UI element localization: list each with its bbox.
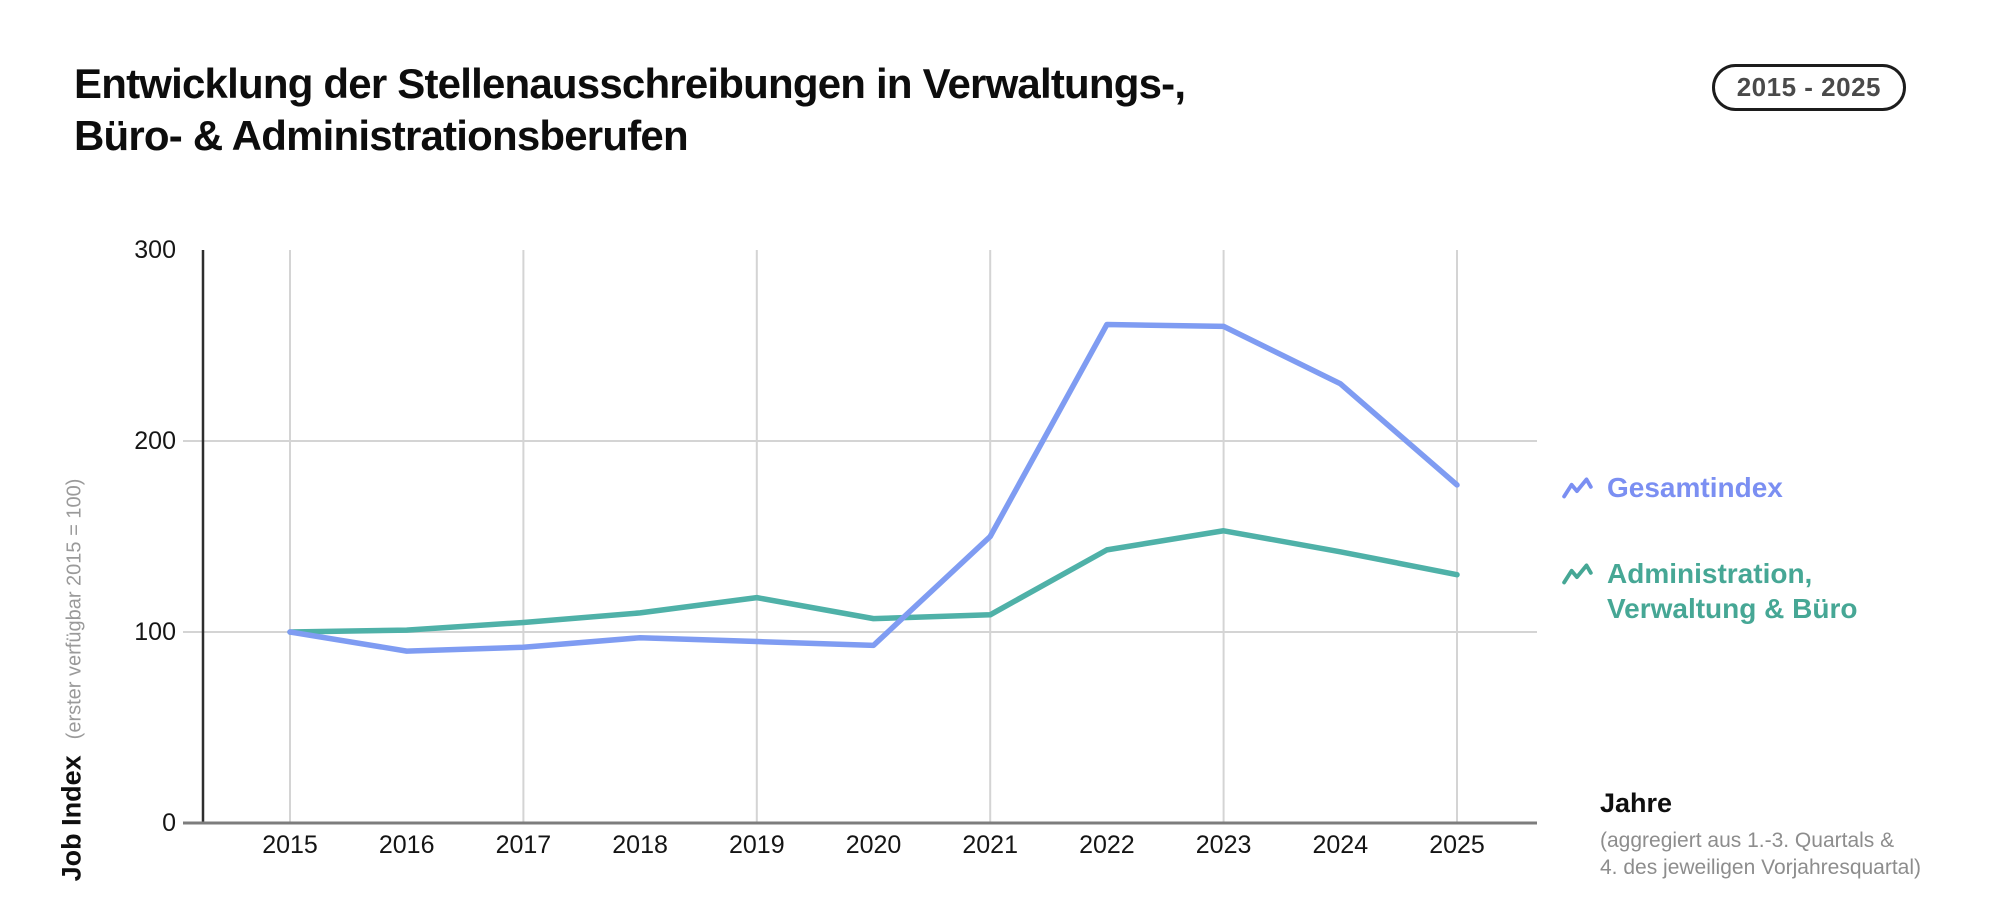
legend-label: Gesamtindex xyxy=(1607,472,1783,503)
y-tick-label: 0 xyxy=(162,809,176,837)
x-tick-label: 2020 xyxy=(845,831,902,859)
page-title: Entwicklung der Stellenausschreibungen i… xyxy=(74,60,1186,159)
sparkline-icon xyxy=(1562,477,1593,499)
x-axis-title-text: Jahre xyxy=(1600,788,1673,818)
period-badge: 2015 - 2025 xyxy=(1711,64,1906,111)
sparkline-icon xyxy=(1562,563,1593,585)
y-tick-label: 100 xyxy=(134,618,176,646)
x-tick-label: 2015 xyxy=(262,831,318,859)
x-axis-note-text: (aggregiert aus 1.-3. Quartals & 4. des … xyxy=(1600,829,1922,879)
x-tick-label: 2021 xyxy=(962,831,1018,859)
x-axis-title-block: Jahre (aggregiert aus 1.-3. Quartals & 4… xyxy=(1600,788,1960,881)
x-tick-label: 2025 xyxy=(1429,831,1485,859)
y-axis-title-text: Job Index xyxy=(56,755,87,882)
x-tick-label: 2018 xyxy=(612,831,668,859)
legend-item-gesamtindex: Gesamtindex xyxy=(1562,470,1783,505)
x-tick-label: 2019 xyxy=(728,831,785,859)
y-axis-title: Job Index (erster verfügbar 2015 = 100) xyxy=(57,479,88,882)
y-tick-label: 300 xyxy=(134,236,176,264)
legend-item-administration: Administration, Verwaltung & Büro xyxy=(1562,556,1857,626)
y-tick-label: 200 xyxy=(134,427,176,455)
x-tick-label: 2017 xyxy=(495,831,552,859)
x-tick-label: 2016 xyxy=(378,831,435,859)
series-line-administration-verwaltung-b-ro xyxy=(287,528,1460,635)
y-axis-subtitle-text: (erster verfügbar 2015 = 100) xyxy=(63,478,86,740)
x-tick-label: 2023 xyxy=(1195,831,1252,859)
series-line-gesamtindex xyxy=(287,321,1460,654)
x-tick-label: 2022 xyxy=(1079,831,1135,859)
x-tick-label: 2024 xyxy=(1312,831,1369,859)
legend-label: Administration, Verwaltung & Büro xyxy=(1607,558,1858,624)
